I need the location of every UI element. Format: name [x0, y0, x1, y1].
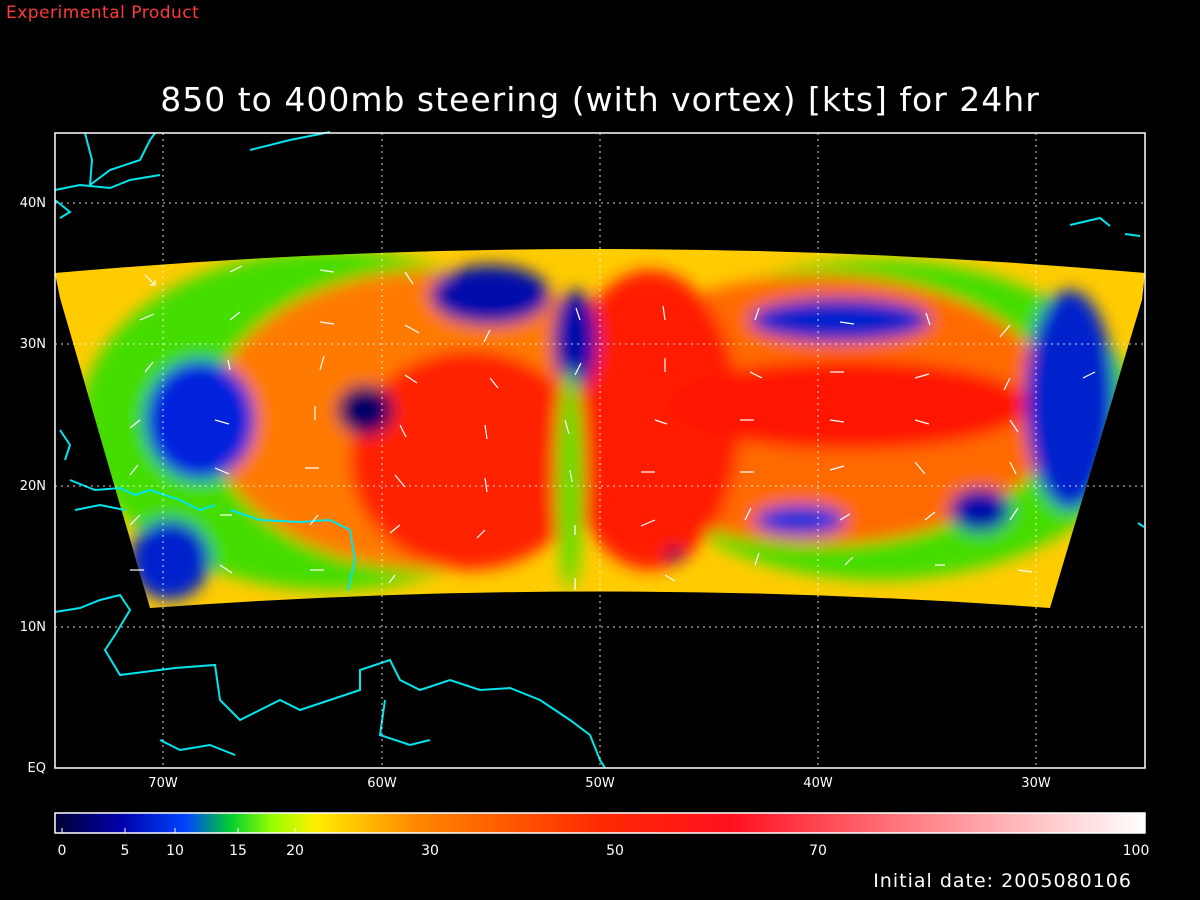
lat-label-30n: 30N	[19, 337, 46, 352]
colorbar-label: 20	[286, 843, 304, 859]
coastlines	[54, 131, 1145, 769]
colorbar-label: 5	[120, 843, 130, 859]
lon-label-70w: 70W	[148, 776, 178, 791]
graticule	[55, 133, 1145, 768]
colorbar-label: 50	[606, 843, 624, 859]
colorbar-label: 70	[809, 843, 827, 859]
lon-label-50w: 50W	[585, 776, 615, 791]
lat-label-40n: 40N	[19, 196, 46, 211]
colorbar-label: 10	[166, 843, 184, 859]
map-frame	[54, 132, 1146, 769]
lon-label-30w: 30W	[1021, 776, 1051, 791]
colorbar-label: 100	[1122, 843, 1150, 859]
lon-label-40w: 40W	[803, 776, 833, 791]
colorbar-label: 15	[229, 843, 247, 859]
map-title: 850 to 400mb steering (with vortex) [kts…	[160, 80, 1040, 119]
colorbar-label: 30	[421, 843, 439, 859]
colorbar-label: 0	[57, 843, 67, 859]
lat-label-20n: 20N	[19, 479, 46, 494]
lat-label-10n: 10N	[19, 620, 46, 635]
wind-vectors	[129, 265, 1096, 590]
product-tag: Experimental Product	[6, 3, 200, 23]
lat-label-eq: EQ	[27, 761, 46, 776]
initial-date: Initial date: 2005080106	[873, 870, 1132, 892]
colorbar	[54, 812, 1146, 834]
lon-label-60w: 60W	[367, 776, 397, 791]
steering-field	[55, 249, 1145, 608]
